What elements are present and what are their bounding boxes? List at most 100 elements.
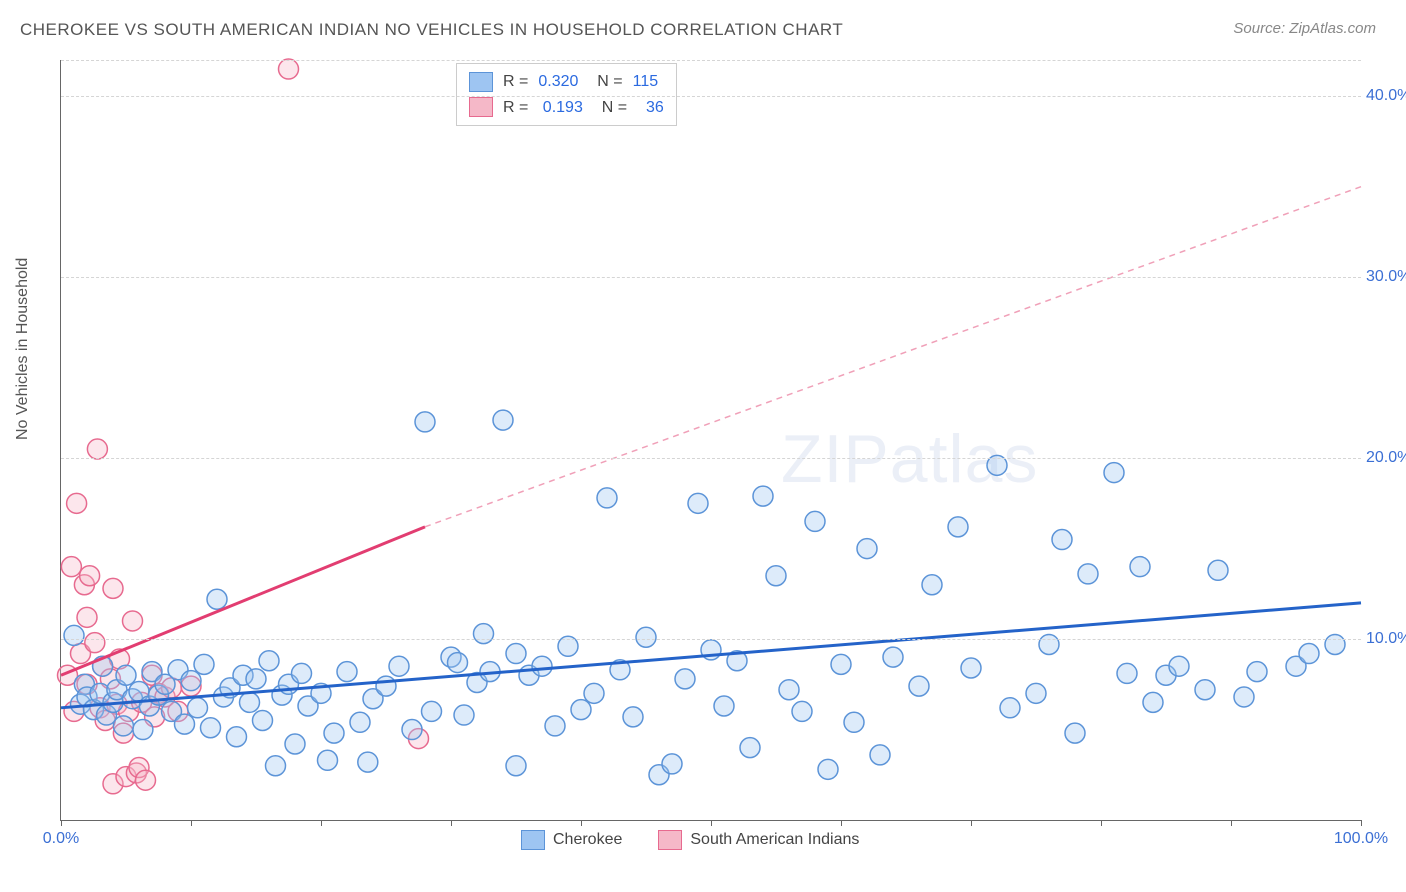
scatter-point — [201, 718, 221, 738]
scatter-point — [870, 745, 890, 765]
scatter-point — [1299, 644, 1319, 664]
scatter-point — [181, 671, 201, 691]
legend-swatch-1 — [469, 97, 493, 117]
legend-item: South American Indians — [658, 830, 859, 850]
scatter-point — [292, 663, 312, 683]
scatter-point — [454, 705, 474, 725]
legend-label: South American Indians — [690, 831, 859, 849]
scatter-point — [207, 589, 227, 609]
x-tick — [971, 820, 972, 826]
r-label-0: R = — [503, 69, 528, 95]
trend-line-cherokee — [61, 603, 1361, 708]
scatter-point — [805, 511, 825, 531]
scatter-point — [103, 578, 123, 598]
legend-series: Cherokee South American Indians — [521, 830, 859, 850]
scatter-point — [571, 700, 591, 720]
gridline-h — [61, 277, 1361, 278]
y-tick-label: 30.0% — [1366, 268, 1406, 286]
scatter-point — [80, 566, 100, 586]
scatter-point — [506, 756, 526, 776]
scatter-point — [636, 627, 656, 647]
r-label-1: R = — [503, 95, 528, 121]
y-axis-label: No Vehicles in Household — [14, 258, 32, 440]
scatter-point — [883, 647, 903, 667]
scatter-point — [844, 712, 864, 732]
legend-stats: R = 0.320 N = 115 R = 0.193 N = 36 — [456, 63, 677, 126]
n-label-0: N = — [588, 69, 622, 95]
scatter-point — [688, 493, 708, 513]
scatter-point — [909, 676, 929, 696]
scatter-point — [1039, 634, 1059, 654]
scatter-point — [948, 517, 968, 537]
scatter-point — [474, 624, 494, 644]
scatter-point — [259, 651, 279, 671]
scatter-point — [240, 692, 260, 712]
scatter-point — [1169, 656, 1189, 676]
x-tick — [1101, 820, 1102, 826]
scatter-point — [675, 669, 695, 689]
scatter-point — [188, 698, 208, 718]
chart-title: CHEROKEE VS SOUTH AMERICAN INDIAN NO VEH… — [20, 20, 843, 40]
legend-stats-row-1: R = 0.193 N = 36 — [469, 95, 664, 121]
r-value-1: 0.193 — [538, 95, 583, 121]
scatter-point — [1117, 663, 1137, 683]
scatter-point — [545, 716, 565, 736]
scatter-point — [246, 669, 266, 689]
scatter-point — [740, 738, 760, 758]
x-tick — [841, 820, 842, 826]
scatter-point — [714, 696, 734, 716]
n-label-1: N = — [593, 95, 627, 121]
scatter-point — [753, 486, 773, 506]
scatter-point — [1247, 662, 1267, 682]
scatter-point — [1143, 692, 1163, 712]
scatter-point — [87, 439, 107, 459]
scatter-point — [253, 710, 273, 730]
gridline-h — [61, 60, 1361, 61]
trend-line-sai-dash — [425, 187, 1361, 527]
scatter-point — [597, 488, 617, 508]
scatter-point — [318, 750, 338, 770]
plot-svg — [61, 60, 1361, 820]
y-tick-label: 20.0% — [1366, 449, 1406, 467]
scatter-point — [532, 656, 552, 676]
x-tick — [191, 820, 192, 826]
scatter-point — [448, 653, 468, 673]
gridline-h — [61, 96, 1361, 97]
legend-label: Cherokee — [553, 831, 622, 849]
x-tick — [1231, 820, 1232, 826]
x-tick — [451, 820, 452, 826]
scatter-point — [227, 727, 247, 747]
scatter-point — [831, 654, 851, 674]
scatter-point — [662, 754, 682, 774]
x-tick — [1361, 820, 1362, 826]
scatter-point — [376, 676, 396, 696]
scatter-point — [623, 707, 643, 727]
source-attribution: Source: ZipAtlas.com — [1233, 20, 1376, 37]
y-tick-label: 40.0% — [1366, 87, 1406, 105]
scatter-point — [402, 720, 422, 740]
scatter-point — [279, 59, 299, 79]
scatter-point — [1078, 564, 1098, 584]
x-tick — [321, 820, 322, 826]
scatter-point — [792, 701, 812, 721]
scatter-point — [324, 723, 344, 743]
scatter-point — [584, 683, 604, 703]
x-tick — [581, 820, 582, 826]
scatter-point — [415, 412, 435, 432]
gridline-h — [61, 639, 1361, 640]
trend-line-sai-solid — [61, 527, 425, 675]
scatter-point — [818, 759, 838, 779]
scatter-point — [1026, 683, 1046, 703]
x-tick — [61, 820, 62, 826]
scatter-point — [266, 756, 286, 776]
legend-item: Cherokee — [521, 830, 622, 850]
chart-container: CHEROKEE VS SOUTH AMERICAN INDIAN NO VEH… — [0, 0, 1406, 892]
legend-stats-row-0: R = 0.320 N = 115 — [469, 69, 664, 95]
scatter-point — [389, 656, 409, 676]
plot-area: ZIPatlas R = 0.320 N = 115 R = 0.193 N =… — [60, 60, 1361, 821]
scatter-point — [779, 680, 799, 700]
scatter-point — [493, 410, 513, 430]
scatter-point — [857, 539, 877, 559]
scatter-point — [85, 633, 105, 653]
legend-swatch — [521, 830, 545, 850]
